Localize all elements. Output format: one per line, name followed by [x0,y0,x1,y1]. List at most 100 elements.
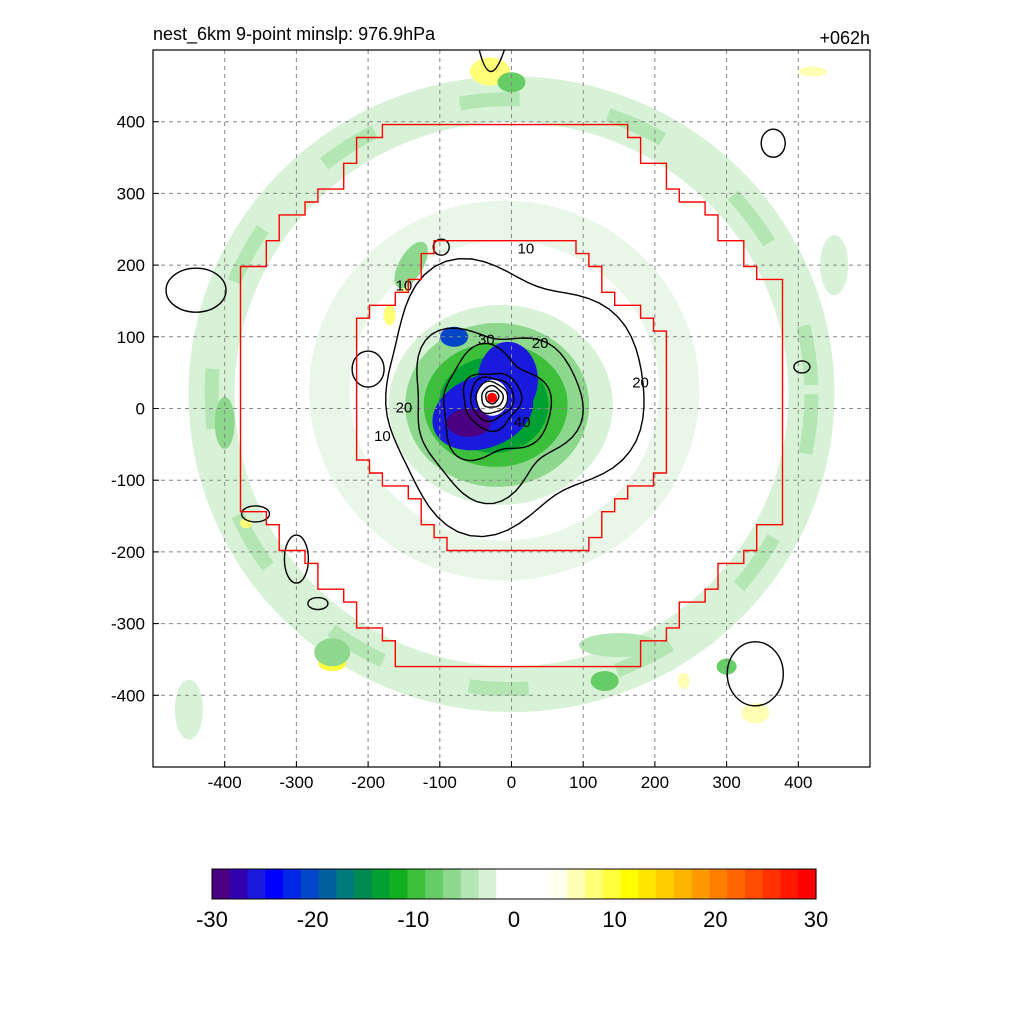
colorbar-swatch [336,869,355,899]
contour-line [793,360,811,374]
colorbar-swatch [318,869,337,899]
colorbar-swatch [354,869,373,899]
colorbar-swatch [389,869,409,899]
contour-line [385,257,645,538]
colorbar-swatch [425,869,444,899]
contour-line [432,238,450,256]
shade-patch [677,672,690,689]
colorbar-swatch [673,869,693,899]
colorbar-swatch [709,869,728,899]
colorbar-tick-label: -20 [297,907,329,932]
colorbar-swatch [478,869,497,899]
colorbar-swatch [247,869,266,899]
colorbar-swatch [691,869,711,899]
chart-title: nest_6km 9-point minslp: 976.9hPa [153,24,436,45]
colorbar: -30 -20 -10 0 10 20 30 [196,868,828,932]
colorbar-swatch [780,869,799,899]
colorbar-tick-label: 30 [804,907,828,932]
x-tick-label: -300 [279,773,313,792]
y-tick-label: 400 [117,113,145,132]
contour-line [442,342,553,462]
colorbar-swatch [620,869,639,899]
contour-line [240,505,271,523]
forecast-hour-label: +062h [819,28,870,48]
colorbar-swatch [300,869,320,899]
colorbar-swatch [514,869,533,899]
x-tick-label: 0 [507,773,516,792]
colorbar-swatch [744,869,764,899]
colorbar-swatch [496,869,515,899]
shade-patch [309,200,700,581]
shade-patch [446,408,491,437]
contour-label: 20 [632,374,649,391]
y-axis: 400 300 200 100 0 -100 -200 -300 -400 [111,113,159,705]
colorbar-swatch [549,869,568,899]
contour-line [481,384,505,408]
colorbar-frame [211,868,817,900]
contour-label: 40 [514,414,531,431]
y-tick-label: 0 [136,400,145,419]
storm-center-marker [487,392,498,403]
contour-line [351,350,385,388]
shade-patch [590,670,619,691]
nest-boundary-inner [355,240,668,552]
colorbar-swatch [798,869,817,899]
colorbar-swatch [762,869,782,899]
contour-line [283,534,310,584]
shade-patch [579,633,660,658]
x-tick-label: -100 [423,773,457,792]
colorbar-tick-label: -30 [196,907,228,932]
y-tick-label: -100 [111,471,145,490]
shade-patch [174,679,203,740]
colorbar-swatch [229,869,249,899]
colorbar-swatch [283,869,302,899]
colorbar-tick-label: 20 [703,907,727,932]
colorbar-swatches [212,869,817,899]
contour-line [307,596,329,611]
contour-label: 10 [374,428,391,445]
shade-patch [214,396,235,449]
contour-line [726,641,784,707]
x-tick-label: -200 [351,773,385,792]
x-tick-label: 100 [569,773,597,792]
colorbar-tick-label: 0 [508,907,520,932]
contour-line [485,390,500,405]
colorbar-swatch [656,869,675,899]
colorbar-swatch [638,869,657,899]
contour-label: 10 [517,240,534,257]
shade-patch [798,66,827,77]
contour-line [475,380,509,415]
contour-line [470,376,515,423]
colorbar-swatch [460,869,480,899]
colorbar-tick-labels: -30 -20 -10 0 10 20 30 [196,907,828,932]
x-tick-label: 300 [712,773,740,792]
colorbar-tick-label: 10 [602,907,626,932]
shade-patch [741,703,770,724]
x-tick-label: 400 [784,773,812,792]
x-tick-label: 200 [641,773,669,792]
colorbar-swatch [585,869,604,899]
shade-patch [314,638,351,667]
colorbar-swatch [442,869,462,899]
y-tick-label: -300 [111,615,145,634]
contour-label: 30 [478,331,495,348]
colorbar-swatch [265,869,284,899]
nest-boundaries [239,123,784,668]
contour-line [478,50,505,72]
shade-patch [440,326,469,347]
shade-patch [383,305,396,326]
y-tick-label: -400 [111,686,145,705]
contour-line [165,267,227,313]
colorbar-swatch [371,869,391,899]
y-tick-label: 200 [117,256,145,275]
colorbar-tick-label: -10 [397,907,429,932]
x-tick-label: -400 [208,773,242,792]
y-tick-label: 100 [117,328,145,347]
y-tick-label: -200 [111,543,145,562]
contour-line [416,327,584,505]
colorbar-swatch [531,869,551,899]
contour-label: 20 [396,400,413,417]
y-tick-label: 300 [117,184,145,203]
